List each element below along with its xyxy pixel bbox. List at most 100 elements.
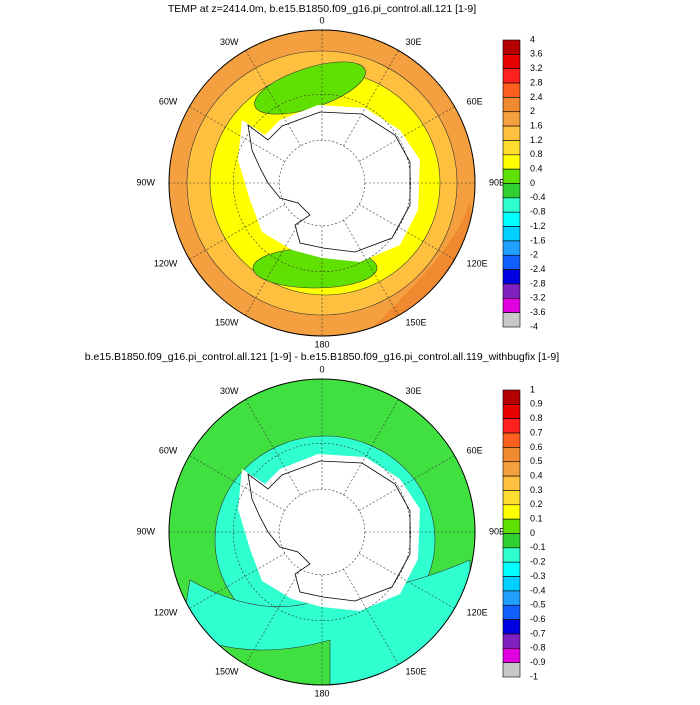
longitude-label: 120W xyxy=(154,258,178,268)
colorbar-box xyxy=(502,504,521,520)
colorbar-label: -0.6 xyxy=(530,614,546,624)
colorbar-label: 0 xyxy=(530,178,535,188)
longitude-label: 150E xyxy=(406,318,427,328)
colorbar-box xyxy=(502,547,521,563)
colorbar-box xyxy=(502,82,521,98)
colorbar-box xyxy=(502,283,521,299)
longitude-label: 120W xyxy=(154,607,178,617)
longitude-label: 60E xyxy=(467,96,483,106)
colorbar-label: -2 xyxy=(530,250,538,260)
colorbar-label: 2.4 xyxy=(530,92,543,102)
longitude-label: 90W xyxy=(136,177,155,187)
colorbar-box xyxy=(502,54,521,69)
colorbar-box xyxy=(502,168,521,184)
colorbar-label: 0.4 xyxy=(530,164,543,174)
colorbar-box xyxy=(502,590,521,606)
colorbar-box xyxy=(502,533,521,549)
colorbar-box xyxy=(502,211,521,227)
colorbar-box xyxy=(502,297,521,313)
colorbar-box xyxy=(502,226,521,242)
colorbar-label: 0.8 xyxy=(530,149,543,159)
overlay: 0 30E 60E 90E 120E 150E 180 150W 120W 90W 60W 30W 4 3… xyxy=(136,15,545,698)
colorbar-label: -3.2 xyxy=(530,293,546,303)
colorbar-box xyxy=(502,475,521,491)
colorbar-label: -0.5 xyxy=(530,600,546,610)
colorbar-box xyxy=(502,518,521,534)
longitude-label: 90E xyxy=(489,177,505,187)
longitude-label: 30E xyxy=(406,37,422,47)
colorbar-box xyxy=(502,633,521,649)
longitude-label: 30W xyxy=(220,386,239,396)
colorbar-box xyxy=(502,68,521,84)
colorbar-label: 3.6 xyxy=(530,49,543,59)
colorbar-box xyxy=(502,619,521,635)
colorbar-box xyxy=(502,418,521,434)
longitude-label: 0 xyxy=(319,364,324,374)
colorbar-label: 0.2 xyxy=(530,499,543,509)
colorbar-label: -1.2 xyxy=(530,221,546,231)
longitude-label: 30W xyxy=(220,37,239,47)
colorbar-box xyxy=(502,432,521,448)
map-boundary xyxy=(168,29,476,337)
map-boundary xyxy=(168,378,476,686)
colorbar-label: 2.8 xyxy=(530,77,543,87)
colorbar-label: -3.6 xyxy=(530,307,546,317)
longitude-label: 180 xyxy=(314,339,329,349)
colorbar-label: 3.2 xyxy=(530,63,543,73)
colorbar-label: -0.2 xyxy=(530,557,546,567)
colorbar-label: 1 xyxy=(530,384,535,394)
colorbar-label: 1.2 xyxy=(530,135,543,145)
map-field xyxy=(169,30,475,336)
colorbar-label: -1 xyxy=(530,671,538,681)
longitude-label: 60W xyxy=(159,96,178,106)
colorbar-label: -2.4 xyxy=(530,264,546,274)
colorbar-label: -1.6 xyxy=(530,235,546,245)
colorbar-label: 0.3 xyxy=(530,485,543,495)
colorbar-box xyxy=(502,154,521,170)
longitude-label: 30E xyxy=(406,386,422,396)
colorbar-box xyxy=(502,647,521,663)
colorbar-box xyxy=(502,662,521,678)
colorbar-box xyxy=(502,97,521,113)
colorbar-box xyxy=(502,490,521,506)
colorbar-label: 0.1 xyxy=(530,514,543,524)
longitude-label: 120E xyxy=(467,258,488,268)
longitude-label: 60E xyxy=(467,445,483,455)
colorbar-label: 0.4 xyxy=(530,470,543,480)
colorbar-label: 0.7 xyxy=(530,427,543,437)
colorbar-label: 0.5 xyxy=(530,456,543,466)
colorbar-label: -2.8 xyxy=(530,278,546,288)
colorbar-label: 2 xyxy=(530,106,535,116)
longitude-label: 150W xyxy=(215,667,239,677)
colorbar-box xyxy=(502,39,521,55)
colorbar-label: -0.8 xyxy=(530,643,546,653)
colorbar-label: 4 xyxy=(530,34,535,44)
colorbar-label: 0.9 xyxy=(530,399,543,409)
longitude-label: 150E xyxy=(406,667,427,677)
colorbar-label: 0.6 xyxy=(530,442,543,452)
colorbar-box xyxy=(502,576,521,592)
colorbar-box xyxy=(502,140,521,156)
colorbar-box xyxy=(502,389,521,405)
longitude-label: 90E xyxy=(489,526,505,536)
colorbar-box xyxy=(502,312,521,328)
colorbar-box xyxy=(502,183,521,199)
colorbar-box xyxy=(502,447,521,463)
longitude-label: 180 xyxy=(314,688,329,698)
longitude-label: 120E xyxy=(467,607,488,617)
map-title: b.e15.B1850.f09_g16.pi_control.all.121 [… xyxy=(85,351,559,363)
colorbar-box xyxy=(502,125,521,141)
colorbar-box xyxy=(502,561,521,577)
colorbar-label: -0.8 xyxy=(530,207,546,217)
longitude-label: 60W xyxy=(159,445,178,455)
colorbar-box xyxy=(502,240,521,256)
colorbar-label: 0 xyxy=(530,528,535,538)
colorbar-box xyxy=(502,604,521,620)
longitude-label: 90W xyxy=(136,526,155,536)
colorbar-label: -0.4 xyxy=(530,585,546,595)
colorbar-label: -0.1 xyxy=(530,542,546,552)
colorbar-box xyxy=(502,111,521,127)
colorbar-label: -0.7 xyxy=(530,628,546,638)
colorbar-label: -0.3 xyxy=(530,571,546,581)
